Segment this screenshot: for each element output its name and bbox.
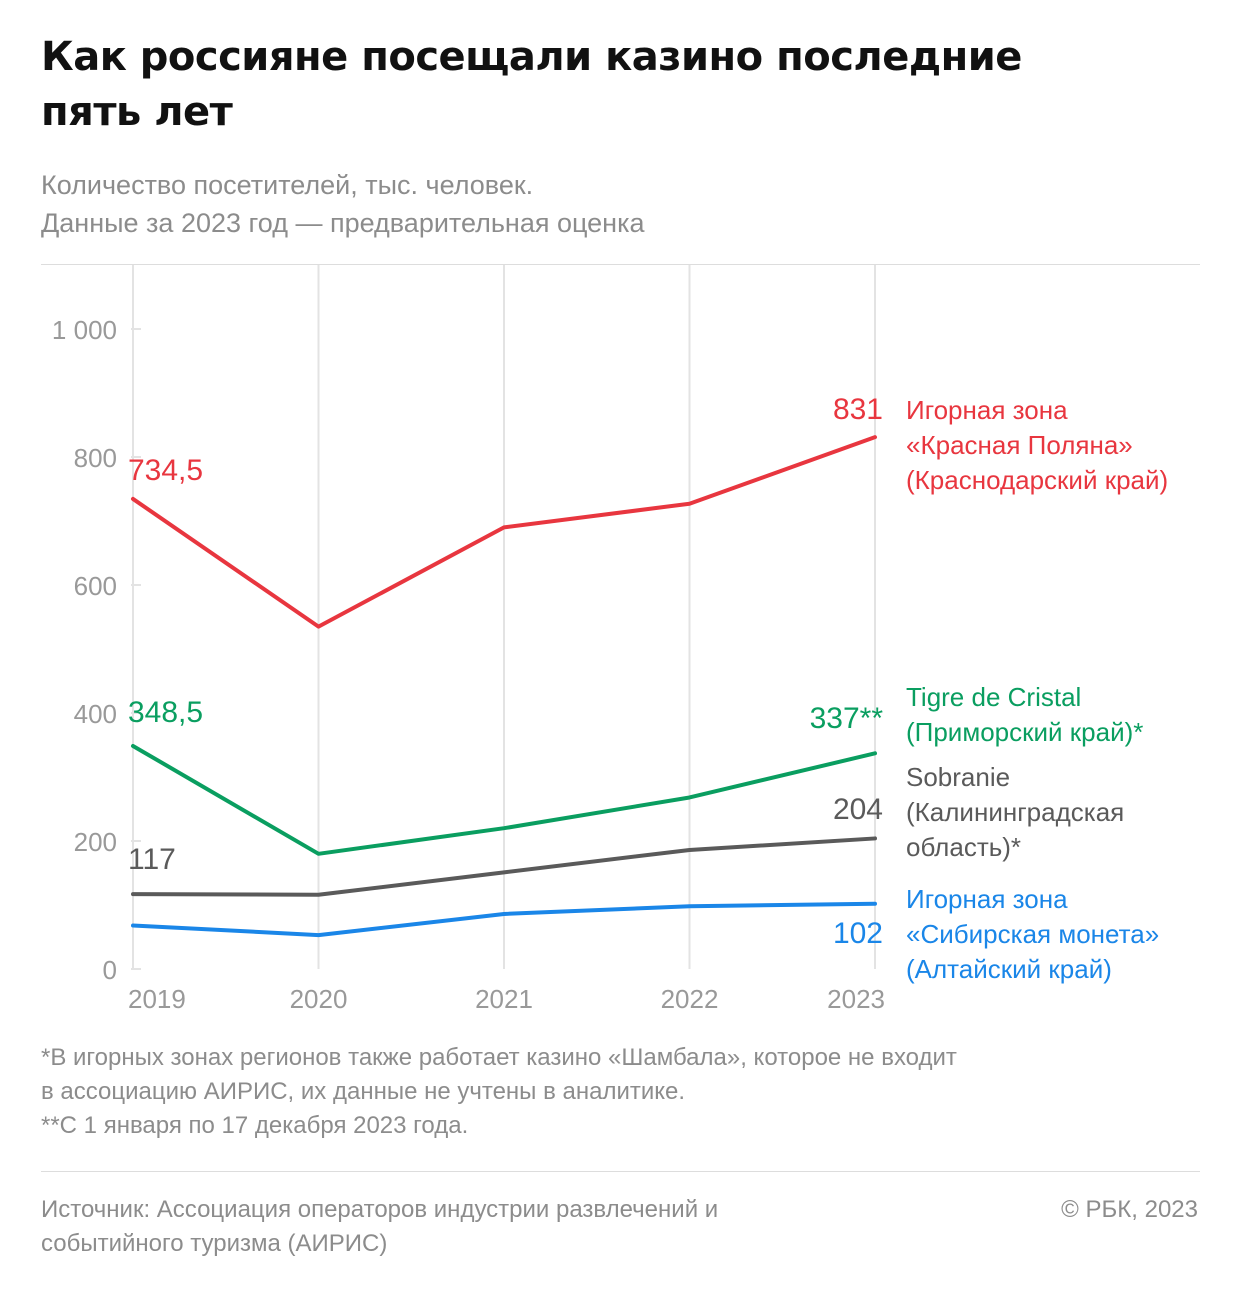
grid <box>131 265 876 970</box>
end-value-label: 204 <box>833 793 883 826</box>
x-tick-label: 2020 <box>290 984 348 1014</box>
chart-title: Как россияне посещали казино последние п… <box>41 30 1161 140</box>
y-tick-label: 600 <box>74 571 117 601</box>
x-tick-label: 2019 <box>128 984 186 1014</box>
y-tick-label: 1 000 <box>52 315 117 345</box>
top-divider <box>41 264 1200 265</box>
footnote-2: в ассоциацию АИРИС, их данные не учтены … <box>41 1078 686 1105</box>
series-line <box>131 836 877 897</box>
series-name-label: Sobranie <box>906 762 1010 792</box>
title-line-2: пять лет <box>41 89 233 135</box>
source-line-2: событийного туризма (АИРИС) <box>41 1230 388 1257</box>
end-value-label: 831 <box>833 393 883 426</box>
end-value-label: 102 <box>833 917 883 950</box>
bottom-divider <box>41 1171 1200 1172</box>
x-tick-label: 2023 <box>827 984 885 1014</box>
title-line-1: Как россияне посещали казино последние <box>41 34 1022 80</box>
subtitle-line-2: Данные за 2023 год — предварительная оце… <box>41 208 645 238</box>
copyright: © РБК, 2023 <box>1061 1196 1198 1223</box>
series-name-label: Игорная зона <box>906 395 1068 425</box>
start-value-label: 117 <box>128 843 176 876</box>
y-tick-label: 200 <box>74 827 117 857</box>
source-note: Источник: Ассоциация операторов индустри… <box>41 1193 941 1261</box>
series-labels: 734,5 831 Игорная зона «Красная Поляна» (Кра… <box>128 393 1168 984</box>
start-value-label: 348,5 <box>128 696 203 729</box>
series-name-label: (Алтайский край) <box>906 954 1112 984</box>
x-tick-label: 2022 <box>661 984 719 1014</box>
end-value-label: 337** <box>810 702 884 735</box>
series-name-label: (Приморский край)* <box>906 717 1143 747</box>
subtitle-line-1: Количество посетителей, тыс. человек. <box>41 170 534 200</box>
line-chart: 2019 2020 2021 2022 2023 0 200 400 600 800 1 000 7… <box>52 265 1168 1014</box>
series-name-label: (Калининградская <box>906 797 1124 827</box>
start-value-label: 734,5 <box>128 454 203 487</box>
series-line <box>131 901 877 938</box>
series-name-label: «Сибирская монета» <box>906 919 1159 949</box>
chart-subtitle: Количество посетителей, тыс. человек. Да… <box>41 166 1141 242</box>
footnote-1: *В игорных зонах регионов также работает… <box>41 1044 957 1071</box>
series-name-label: область)* <box>906 832 1021 862</box>
axis-labels: 2019 2020 2021 2022 2023 0 200 400 600 800 1 000 <box>52 315 885 1014</box>
series-line <box>131 743 877 856</box>
y-tick-label: 800 <box>74 443 117 473</box>
series-name-label: «Красная Поляна» <box>906 430 1133 460</box>
series-name-label: Tigre de Cristal <box>906 682 1081 712</box>
y-tick-label: 400 <box>74 699 117 729</box>
source-line-1: Источник: Ассоциация операторов индустри… <box>41 1196 719 1223</box>
x-tick-label: 2021 <box>475 984 533 1014</box>
series-name-label: Игорная зона <box>906 884 1068 914</box>
series-name-label: (Краснодарский край) <box>906 465 1168 495</box>
y-tick-label: 0 <box>103 955 117 985</box>
series-line <box>131 435 877 629</box>
series-lines <box>131 435 877 938</box>
footnotes: *В игорных зонах регионов также работает… <box>41 1041 1191 1143</box>
footnote-3: **С 1 января по 17 декабря 2023 года. <box>41 1112 469 1139</box>
